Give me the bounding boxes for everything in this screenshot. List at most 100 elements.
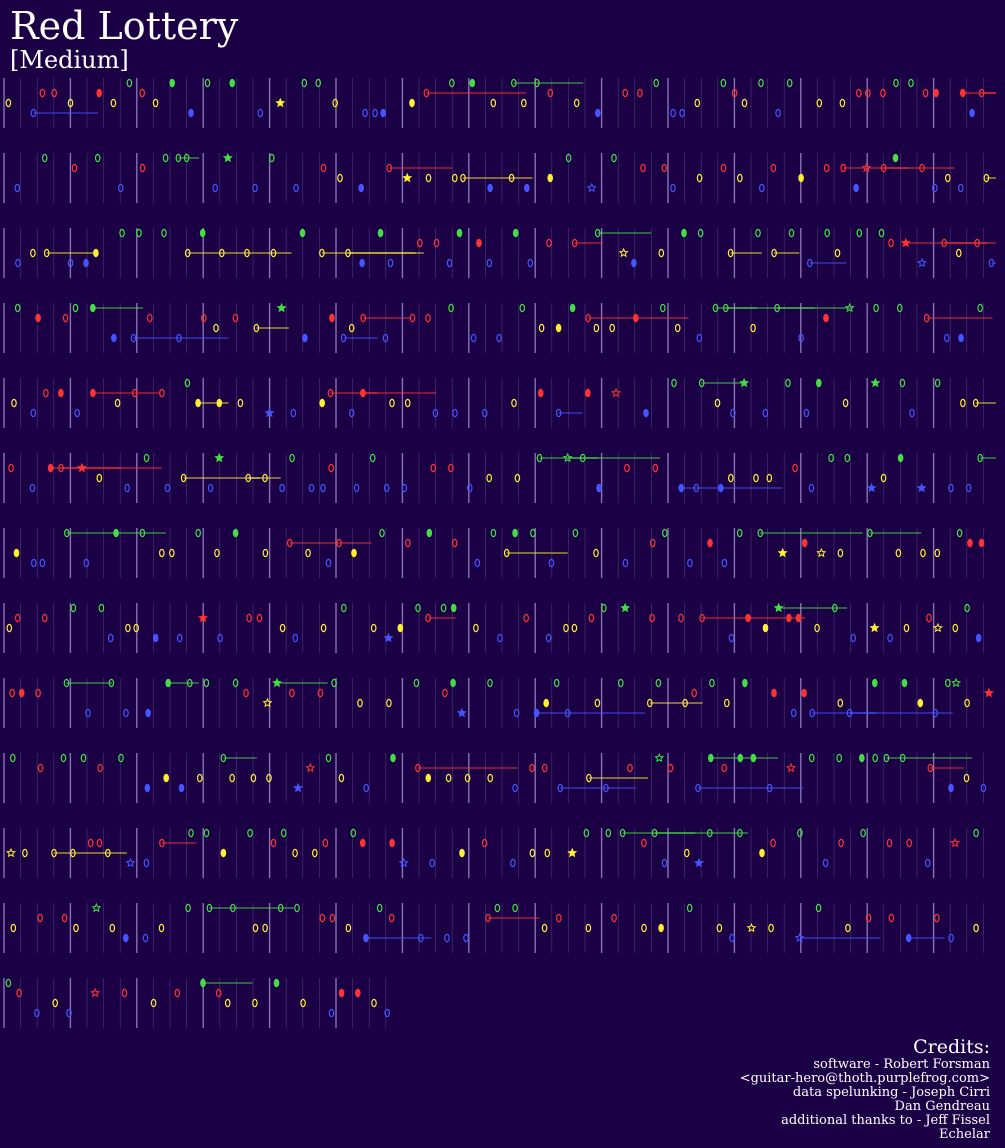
note-gem xyxy=(508,173,515,183)
note-gem xyxy=(16,988,22,998)
note-gem xyxy=(653,78,660,88)
note-gem xyxy=(340,333,347,343)
note-gem xyxy=(897,453,904,463)
note-gem xyxy=(808,753,815,763)
note-gem xyxy=(105,848,111,858)
note-gem xyxy=(674,323,681,333)
note-gem xyxy=(469,78,476,88)
note-gem xyxy=(865,913,872,923)
note-gem xyxy=(252,998,258,1008)
note-gem xyxy=(319,248,325,258)
note-gem xyxy=(139,528,146,538)
note-gem xyxy=(415,763,421,773)
note-gem xyxy=(175,153,182,163)
note-gem xyxy=(978,538,985,548)
note-gem xyxy=(336,538,342,548)
note-gem xyxy=(920,548,926,558)
star-note xyxy=(197,612,208,623)
note-gem xyxy=(195,528,202,538)
note-gem xyxy=(822,858,829,868)
note-gem xyxy=(755,228,761,238)
note-gem xyxy=(448,303,454,313)
star-note xyxy=(292,782,303,793)
difficulty-label: [Medium] xyxy=(10,46,129,74)
note-gem xyxy=(736,528,743,538)
note-gem xyxy=(466,483,473,493)
note-gem xyxy=(487,773,494,783)
credits-line: data spelunking - Joseph Cirri xyxy=(792,1085,990,1100)
note-gem xyxy=(212,183,219,193)
note-gem xyxy=(588,613,595,623)
note-gem xyxy=(35,688,41,698)
note-gem xyxy=(353,483,360,493)
note-gem xyxy=(18,688,25,698)
note-gem xyxy=(641,923,647,933)
note-gem xyxy=(30,248,36,258)
note-gem xyxy=(555,408,562,418)
note-gem xyxy=(510,78,517,88)
note-gem xyxy=(377,228,384,238)
note-gem xyxy=(786,613,792,623)
note-gem xyxy=(442,688,448,698)
note-gem xyxy=(199,228,206,238)
note-gem xyxy=(806,258,813,268)
note-gem xyxy=(511,398,517,408)
note-gem xyxy=(624,463,630,473)
note-gem xyxy=(200,978,206,988)
note-gem xyxy=(965,483,972,493)
note-gem xyxy=(270,248,277,258)
star-note xyxy=(567,847,578,858)
star-note xyxy=(222,152,233,163)
note-gem xyxy=(785,378,791,388)
note-gem xyxy=(425,173,432,183)
note-gem xyxy=(319,913,326,923)
note-gem xyxy=(183,153,190,163)
note-gem xyxy=(279,483,285,493)
note-gem xyxy=(215,988,222,998)
note-gem xyxy=(855,88,862,98)
note-gem xyxy=(147,313,153,323)
star-note xyxy=(262,697,273,708)
note-gem xyxy=(659,303,666,313)
note-gem xyxy=(152,633,159,643)
note-gem xyxy=(429,858,436,868)
note-gem xyxy=(839,98,846,108)
note-gem xyxy=(917,698,924,708)
note-gem xyxy=(512,783,518,793)
note-gem xyxy=(736,173,743,183)
note-gem xyxy=(745,613,751,623)
note-gem xyxy=(823,163,830,173)
note-gem xyxy=(759,848,765,858)
note-gem xyxy=(828,453,834,463)
star-note xyxy=(861,162,872,173)
note-gem xyxy=(289,453,295,463)
note-gem xyxy=(37,913,44,923)
note-gem xyxy=(649,538,656,548)
credits-block: Credits: software - Robert Forsman <guit… xyxy=(740,1036,990,1142)
note-gem xyxy=(836,753,843,763)
note-gem xyxy=(671,378,677,388)
note-gem xyxy=(401,483,408,493)
note-gem xyxy=(15,258,21,268)
star-note xyxy=(398,857,409,868)
note-gem xyxy=(113,528,119,538)
note-gem xyxy=(213,323,219,333)
note-gem xyxy=(262,548,269,558)
note-gem xyxy=(678,483,685,493)
note-gem xyxy=(926,613,932,623)
note-gem xyxy=(543,698,550,708)
note-gem xyxy=(679,108,685,118)
note-gem xyxy=(286,538,293,548)
note-gem xyxy=(523,183,530,193)
note-gem xyxy=(390,753,396,763)
star-note xyxy=(276,302,287,313)
note-gem xyxy=(30,558,37,568)
note-gem xyxy=(555,323,562,333)
star-note xyxy=(983,687,994,698)
star-note xyxy=(916,257,927,268)
note-gem xyxy=(440,603,447,613)
note-gem xyxy=(6,623,13,633)
note-gem xyxy=(932,708,939,718)
note-gem xyxy=(667,763,674,773)
note-gem xyxy=(927,763,934,773)
